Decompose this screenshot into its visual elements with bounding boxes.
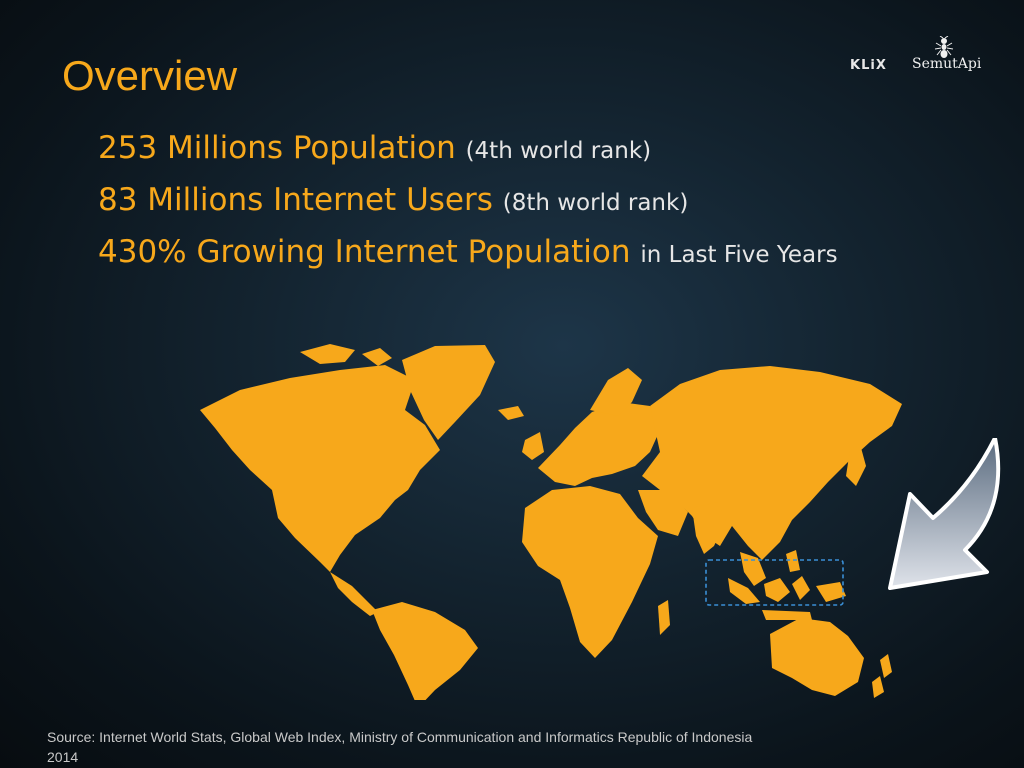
slide-title: Overview [62,52,238,99]
ant-icon [934,36,954,58]
bullet-detail: (4th world rank) [465,138,652,164]
bullet-detail: in Last Five Years [640,242,838,268]
bullet-main: 430% Growing Internet Population [98,234,631,270]
world-map-icon [200,344,902,700]
pointer-arrow-icon [888,438,1001,590]
logo-group: KLiX SemutApi [850,36,990,86]
klix-logo: KLiX [850,58,887,73]
bullet-main: 83 Millions Internet Users [98,182,493,218]
bullet-detail: (8th world rank) [502,190,689,216]
bullet-internet-users: 83 Millions Internet Users (8th world ra… [98,176,838,228]
source-note: Source: Internet World Stats, Global Web… [47,729,753,765]
semutapi-logo: SemutApi [912,56,982,72]
bullet-growth: 430% Growing Internet Population in Last… [98,228,838,273]
bullet-population: 253 Millions Population (4th world rank) [98,124,838,176]
bullet-main: 253 Millions Population [98,130,456,166]
bullet-list: 253 Millions Population (4th world rank)… [98,124,838,273]
